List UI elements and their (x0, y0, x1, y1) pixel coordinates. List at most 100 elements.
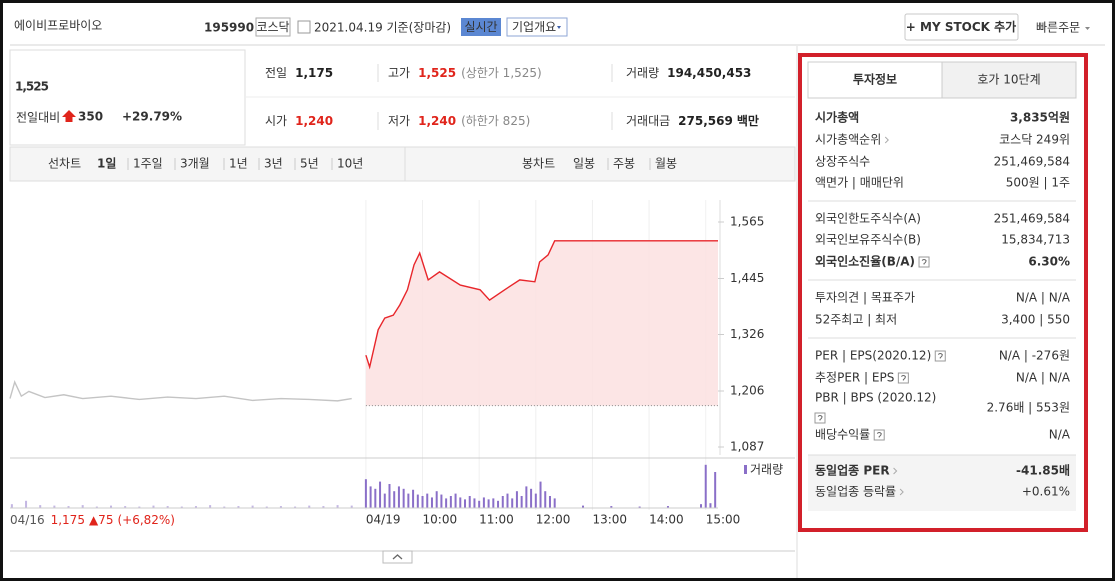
x-tick-label: 11:00 (479, 513, 514, 527)
volume-bar (548, 496, 551, 508)
volume-bar (492, 498, 495, 508)
change-rate: +29.79% (122, 110, 182, 124)
info-value: N/A | N/A (1016, 291, 1071, 305)
help-icon[interactable] (814, 412, 826, 424)
volume-bar (25, 500, 28, 508)
quick-order[interactable]: 빠른주문 (1036, 21, 1080, 35)
volume-bar (478, 500, 481, 508)
dropdown-caret (557, 26, 561, 29)
period-tab[interactable]: 5년 (300, 157, 319, 171)
volume-bar (520, 496, 523, 508)
market-badge (255, 17, 291, 37)
help-icon[interactable] (918, 256, 930, 268)
volume-bar (501, 496, 504, 508)
mystock-button[interactable] (904, 13, 1019, 41)
prev-day-caption: 04/16 1,175 ▲75 (+6,82%) (10, 513, 175, 527)
period-tab[interactable]: 1년 (229, 157, 248, 171)
volume-bar (265, 506, 268, 508)
y-tick-label: 1,445 (730, 271, 764, 285)
y-tick-label: 1,206 (730, 383, 764, 397)
volume-bar (515, 491, 518, 508)
volume-bar (81, 505, 84, 508)
info-value: 코스닥 249위 (999, 133, 1070, 147)
info-label: 추정PER | EPS (815, 371, 894, 385)
tab-group-label: 선차트 (48, 157, 81, 171)
info-label: 외국인소진율(B/A) (815, 254, 915, 269)
panel-tab-label[interactable]: 투자정보 (853, 72, 897, 87)
volume-bar (350, 505, 353, 508)
volume-bar (610, 506, 613, 508)
volume-bar (180, 506, 183, 508)
volume-bar (666, 506, 669, 508)
info-label: 동일업종 등락률 (815, 485, 896, 499)
summary-value: 275,569 (678, 114, 733, 128)
volume-bar (459, 497, 462, 508)
info-value: 6.30% (1028, 255, 1070, 269)
volume-bar (421, 496, 424, 508)
volume-bar (364, 479, 367, 508)
volume-bar (402, 488, 405, 508)
summary-label: 전일 (265, 66, 287, 80)
volume-bar (379, 481, 382, 508)
volume-bar (487, 499, 490, 508)
volume-bar (709, 503, 712, 508)
expand-button[interactable] (382, 550, 413, 564)
candle-tab[interactable]: 월봉 (655, 157, 677, 171)
volume-bar (553, 498, 556, 508)
volume-bar (322, 506, 325, 508)
company-menu[interactable] (506, 17, 568, 37)
stock-code: 195990 (204, 21, 254, 35)
period-tab[interactable]: 10년 (337, 157, 363, 171)
price-area (365, 240, 718, 406)
mystock-button-text[interactable]: + MY STOCK 추가 (906, 19, 1016, 34)
candle-tab[interactable]: 일봉 (573, 157, 595, 171)
prev-date: 04/16 (10, 513, 45, 527)
volume-bar (435, 491, 438, 508)
summary-item: 전일 1,175 (265, 66, 333, 80)
period-tab[interactable]: 3개월 (180, 157, 210, 171)
period-tab[interactable]: 3년 (264, 157, 283, 171)
realtime-badge[interactable] (461, 18, 501, 36)
help-icon[interactable] (873, 429, 885, 441)
stock-name: 에이비프로바이오 (14, 19, 102, 33)
volume-bar (294, 506, 297, 508)
volume-legend-swatch (744, 465, 747, 474)
prev-price: 1,175 (51, 513, 85, 527)
candle-tab[interactable]: 주봉 (613, 157, 635, 171)
volume-bar (397, 486, 400, 508)
volume-bar (110, 505, 113, 508)
x-tick-label: 15:00 (706, 513, 741, 527)
info-arrow (893, 467, 898, 475)
info-arrow (884, 136, 889, 144)
info-value: 2.76배 | 553원 (987, 401, 1070, 415)
panel-tab-inactive[interactable] (941, 61, 1077, 99)
panel-tab-label[interactable]: 호가 10단계 (977, 73, 1040, 87)
summary-label: 고가 (388, 66, 410, 80)
volume-bar (544, 491, 547, 508)
volume-bar (506, 493, 509, 508)
period-tab[interactable]: 1주일 (133, 157, 163, 171)
help-icon[interactable] (934, 350, 946, 362)
volume-bar (53, 505, 56, 508)
x-tick-label: 13:00 (592, 513, 627, 527)
company-menu-text[interactable]: 기업개요 (512, 20, 556, 34)
summary-label: 저가 (388, 114, 410, 128)
info-label: 배당수익률 (815, 428, 870, 442)
panel-tab-active[interactable] (807, 61, 943, 99)
volume-bar (539, 481, 542, 508)
summary-unit: 백만 (737, 113, 759, 128)
summary-label: 거래대금 (626, 114, 670, 128)
volume-bar (124, 506, 127, 508)
help-icon[interactable] (897, 372, 909, 384)
summary-note: (상한가 1,525) (461, 66, 542, 80)
period-tab[interactable]: 1일 (97, 157, 116, 171)
volume-bar (412, 489, 415, 508)
volume-bar (374, 488, 377, 508)
volume-bar (534, 493, 537, 508)
volume-bar (426, 493, 429, 508)
summary-value: 1,240 (295, 114, 333, 128)
volume-bar (582, 505, 585, 508)
up-arrow-icon (62, 110, 76, 122)
volume-bar (336, 505, 339, 508)
realtime-badge-text[interactable]: 실시간 (464, 20, 497, 34)
